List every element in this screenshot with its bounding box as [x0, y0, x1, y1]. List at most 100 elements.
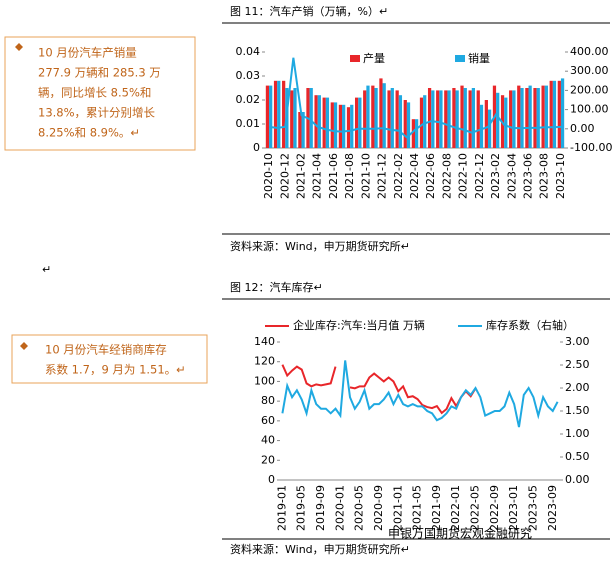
bar	[436, 90, 440, 148]
summary-line: 10 月份汽车产销量	[38, 46, 137, 60]
bar	[403, 100, 407, 148]
line	[349, 372, 477, 415]
y2-tick-label: -100.00	[570, 141, 612, 154]
bar	[552, 80, 557, 148]
bar	[338, 104, 343, 148]
bar	[342, 104, 346, 148]
x-tick-label: 2022-06	[424, 153, 437, 199]
x-tick-label: 2023-05	[526, 485, 539, 531]
summary-box	[11, 334, 208, 384]
x-tick-label: 2021-05	[411, 485, 424, 531]
y-tick-label: 0.03	[236, 69, 261, 82]
x-tick-label: 2021-02	[294, 153, 307, 199]
summary-line: 8.25%和 8.9%。↵	[38, 126, 140, 140]
x-tick-label: 2020-01	[333, 485, 346, 531]
y2-tick-label: 3.00	[565, 335, 590, 348]
x-tick-label: 2022-01	[449, 485, 462, 531]
bullet	[15, 43, 23, 51]
bar	[544, 85, 548, 148]
bar	[415, 119, 419, 148]
y-tick-label: 0	[268, 473, 275, 486]
bar	[460, 85, 464, 148]
line	[268, 57, 561, 139]
x-tick-label: 2021-10	[359, 153, 372, 199]
x-tick-label: 2020-05	[353, 485, 366, 531]
y2-tick-label: 0.50	[565, 450, 590, 463]
bar	[423, 95, 427, 148]
bar	[277, 80, 281, 148]
bar	[439, 90, 443, 148]
bar	[371, 85, 375, 148]
x-tick-label: 2021-06	[327, 153, 340, 199]
x-tick-label: 2021-01	[391, 485, 404, 531]
bar	[382, 83, 386, 148]
x-tick-label: 2019-01	[275, 485, 288, 531]
x-tick-label: 2021-08	[343, 153, 356, 199]
line	[281, 360, 559, 428]
bar	[431, 90, 435, 148]
bar	[290, 90, 294, 148]
bar	[282, 80, 286, 148]
summary-line: 系数 1.7，9 月为 1.51。↵	[45, 363, 186, 377]
bar	[398, 95, 403, 148]
bar	[447, 90, 451, 148]
bar	[452, 88, 456, 148]
figure-title: 图 12：汽车库存↵	[230, 280, 323, 294]
x-tick-label: 2023-08	[538, 153, 551, 199]
bar	[536, 88, 540, 148]
bar	[330, 102, 334, 148]
x-tick-label: 2022-10	[457, 153, 470, 199]
bar	[317, 95, 321, 148]
x-tick-label: 2022-09	[488, 485, 501, 531]
bar	[520, 88, 524, 148]
summary-line: 277.9 万辆和 285.3 万	[38, 66, 161, 80]
y-tick-label: 0	[253, 141, 260, 154]
y2-tick-label: 2.00	[565, 381, 590, 394]
y-tick-label: 80	[261, 394, 275, 407]
legend-label: 产量	[363, 51, 385, 65]
bar	[479, 104, 484, 148]
x-tick-label: 2022-02	[392, 153, 405, 199]
bar	[455, 90, 459, 148]
x-tick-label: 2023-06	[522, 153, 535, 199]
bar	[366, 85, 370, 148]
legend-label: 库存系数（右轴）	[486, 318, 574, 332]
source: 资料来源：Wind，申万期货研究所↵	[230, 542, 410, 556]
bullet	[20, 342, 28, 350]
bar	[309, 88, 313, 148]
x-tick-label: 2023-10	[554, 153, 567, 199]
x-tick-label: 2022-04	[408, 153, 421, 199]
y2-tick-label: 300.00	[570, 64, 609, 77]
bar	[314, 95, 318, 148]
bar	[528, 85, 532, 148]
bar	[395, 90, 399, 148]
y2-tick-label: 0.00	[570, 122, 595, 135]
x-tick-label: 2021-04	[311, 153, 324, 199]
line	[281, 364, 337, 388]
bar	[487, 109, 492, 148]
bar	[541, 85, 545, 148]
legend-swatch	[350, 55, 360, 62]
y2-tick-label: 1.50	[565, 404, 590, 417]
bar	[374, 88, 378, 148]
y2-tick-label: 100.00	[570, 103, 609, 116]
bar	[269, 85, 273, 148]
bar	[358, 97, 362, 148]
x-tick-label: 2022-08	[440, 153, 453, 199]
x-tick-label: 2019-05	[295, 485, 308, 531]
bar	[476, 90, 480, 148]
bar	[496, 92, 500, 148]
legend-label: 销量	[468, 51, 490, 65]
bar	[325, 97, 330, 148]
bar	[517, 85, 521, 148]
bar	[560, 78, 565, 148]
bar	[333, 102, 338, 148]
summary-line: 13.8%，累计分别增长	[38, 106, 156, 120]
y-tick-label: 40	[261, 434, 275, 447]
bar	[419, 97, 424, 148]
y-tick-label: 0.02	[236, 93, 261, 106]
bar	[346, 107, 351, 148]
y-tick-label: 140	[254, 335, 275, 348]
bar	[273, 80, 278, 148]
bar	[363, 90, 367, 148]
